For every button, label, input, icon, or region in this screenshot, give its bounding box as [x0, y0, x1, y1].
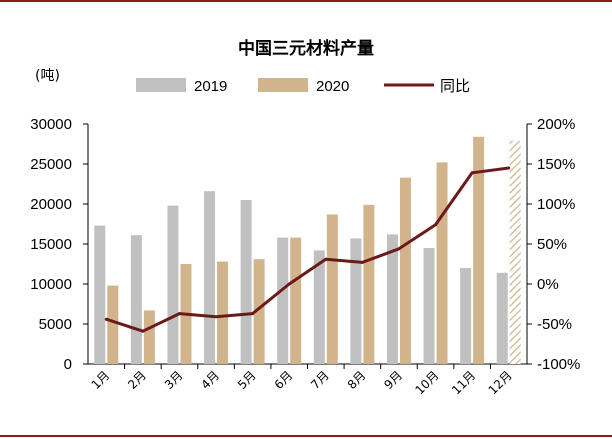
left-tick-label: 25000	[30, 156, 72, 173]
bar-2020	[399, 177, 411, 364]
bar-2019	[350, 238, 362, 364]
bar-2020	[473, 136, 485, 364]
bar-2019	[167, 205, 179, 364]
legend: 2019 2020 同比	[136, 78, 470, 95]
category-label: 10月	[412, 368, 441, 397]
yoy-point	[434, 223, 438, 227]
yoy-point	[104, 317, 108, 321]
left-axis-ticks: 0 5000 10000 15000 20000 25000 30000	[30, 116, 88, 373]
left-axis-unit: (吨)	[35, 68, 60, 84]
category-label: 8月	[345, 368, 369, 392]
category-label: 11月	[449, 368, 478, 397]
category-label: 7月	[308, 368, 332, 392]
category-label: 12月	[486, 368, 515, 397]
bar-2020	[253, 259, 265, 364]
category-labels: 1月 2月 3月 4月 5月 6月 7月 8月 9月 10月 11月 12月	[89, 368, 515, 397]
right-tick-label: 100%	[537, 196, 575, 213]
yoy-point	[287, 282, 291, 286]
category-label: 2月	[125, 368, 149, 392]
legend-swatch-2020	[258, 78, 308, 92]
legend-label-yoy: 同比	[440, 78, 470, 95]
bar-2020	[363, 204, 375, 364]
category-label: 3月	[162, 368, 186, 392]
bar-2020	[436, 162, 448, 364]
yoy-point	[141, 329, 145, 333]
bars	[94, 136, 521, 369]
category-label: 4月	[198, 368, 222, 392]
yoy-point	[360, 260, 364, 264]
right-tick-label: 200%	[537, 116, 575, 133]
chart-title: 中国三元材料产量	[238, 38, 374, 59]
category-label: 9月	[381, 368, 405, 392]
right-tick-label: 0%	[537, 276, 559, 293]
yoy-point	[507, 166, 511, 170]
yoy-point	[214, 315, 218, 319]
left-tick-label: 5000	[39, 316, 72, 333]
yoy-point	[324, 257, 328, 261]
left-tick-label: 15000	[30, 236, 72, 253]
left-tick-label: 30000	[30, 116, 72, 133]
bar-2019	[277, 237, 289, 364]
right-tick-label: 50%	[537, 236, 567, 253]
left-tick-label: 20000	[30, 196, 72, 213]
bar-2020	[217, 261, 229, 364]
bar-2019	[313, 250, 325, 364]
bar-2020-forecast	[509, 140, 521, 364]
bar-2019	[496, 272, 508, 364]
bar-2019	[204, 191, 216, 364]
bar-2019	[94, 225, 106, 364]
yoy-point	[177, 312, 181, 316]
bar-2019	[130, 235, 142, 364]
bar-2020	[290, 237, 302, 364]
yoy-point	[251, 312, 255, 316]
bar-2020	[326, 214, 338, 364]
bar-2019	[460, 268, 472, 364]
category-label: 1月	[89, 368, 113, 392]
bar-2019	[386, 234, 398, 364]
category-label: 5月	[235, 368, 259, 392]
bar-2020	[107, 285, 119, 364]
yoy-point	[397, 247, 401, 251]
legend-label-2019: 2019	[194, 78, 227, 95]
bar-2020	[143, 310, 155, 364]
right-tick-label: -50%	[537, 316, 572, 333]
legend-label-2020: 2020	[316, 78, 349, 95]
legend-swatch-2019	[136, 78, 186, 92]
yoy-line	[105, 166, 509, 333]
right-axis-ticks: -100% -50% 0% 50% 100% 150% 200%	[527, 116, 580, 373]
yoy-line-series	[104, 166, 511, 333]
left-tick-label: 0	[64, 356, 72, 373]
left-tick-label: 10000	[30, 276, 72, 293]
category-label: 6月	[272, 368, 296, 392]
bar-2019	[240, 200, 252, 364]
bar-2019	[423, 248, 435, 364]
right-tick-label: 150%	[537, 156, 575, 173]
yoy-point	[470, 171, 474, 175]
right-tick-label: -100%	[537, 356, 580, 373]
